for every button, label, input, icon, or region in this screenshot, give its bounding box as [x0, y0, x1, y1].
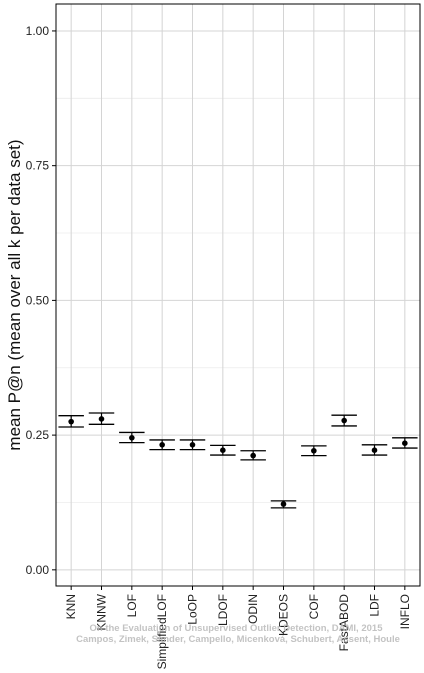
mean-point: [68, 418, 74, 425]
x-tick-label: KNN: [64, 594, 78, 619]
x-tick-label: SimplifiedLOF: [155, 594, 169, 669]
mean-point: [129, 435, 135, 441]
x-tick-label: LDOF: [216, 594, 230, 626]
x-tick-label: KDEOS: [277, 594, 291, 636]
mean-point: [220, 447, 226, 454]
mean-point: [189, 442, 196, 448]
plot-border: [55, 3, 421, 587]
grid: [56, 4, 420, 586]
watermark-line-2: Campos, Zimek, Sander, Campello, Micenko…: [76, 634, 400, 645]
x-tick-label: LOF: [125, 594, 139, 617]
x-tick-label: ODIN: [246, 594, 260, 624]
x-tick-label: LoOP: [186, 594, 200, 625]
mean-point: [280, 501, 287, 507]
y-tick-label: 1.00: [26, 24, 50, 38]
x-tick-label: COF: [307, 594, 321, 619]
watermark: On the Evaluation of Unsupervised Outlie…: [76, 623, 400, 645]
x-tick-label: FastABOD: [337, 594, 351, 652]
plot-frame: [55, 3, 421, 587]
mean-point: [311, 447, 317, 454]
x-tick-label: INFLO: [398, 594, 412, 629]
mean-point: [402, 440, 408, 446]
y-axis-title: mean P@n (mean over all k per data set): [5, 139, 24, 450]
mean-point: [341, 417, 347, 424]
watermark-line-1: On the Evaluation of Unsupervised Outlie…: [90, 623, 384, 634]
y-axis: 0.00 0.25 0.50 0.75 1.00: [26, 24, 56, 577]
x-axis: KNN KNNW LOF SimplifiedLOF LoOP LDOF ODIN KDEOS…: [64, 586, 412, 669]
mean-point: [159, 442, 165, 448]
x-tick-label: KNNW: [95, 593, 109, 630]
mean-point: [98, 416, 105, 422]
x-tick-label: LDF: [368, 594, 382, 617]
mean-point: [250, 452, 256, 459]
mean-point: [371, 447, 378, 454]
y-tick-label: 0.00: [26, 563, 50, 577]
y-tick-label: 0.25: [26, 428, 50, 442]
y-tick-label: 0.50: [26, 293, 50, 307]
y-tick-label: 0.75: [26, 159, 50, 173]
mean-points: [68, 416, 408, 507]
